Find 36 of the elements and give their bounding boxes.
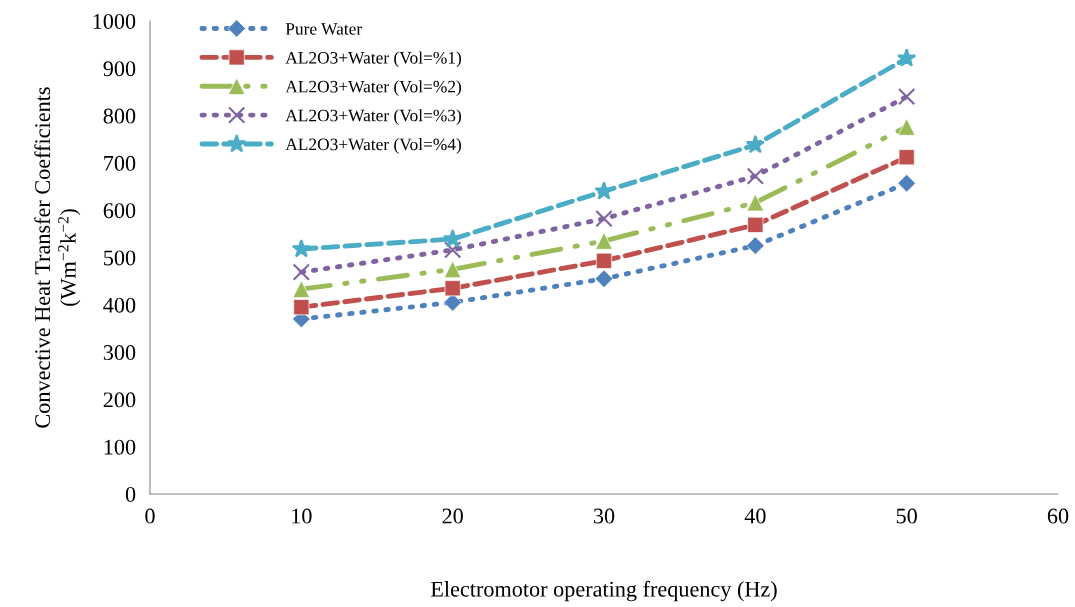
point xyxy=(595,210,613,228)
x-tick-label: 10 xyxy=(292,508,312,524)
legend-label: AL2O3+Water (Vol=%4) xyxy=(285,138,461,154)
y-axis-title: Convective Heat Transfer Coefficients (Wm$^{−2}$k$^{−2}$) xyxy=(34,87,81,428)
x-tick-label: 50 xyxy=(896,508,917,524)
x-tick-label: 60 xyxy=(1047,508,1069,524)
y-tick-label: 600 xyxy=(103,203,136,219)
y-tick-label: 100 xyxy=(104,439,136,455)
point xyxy=(897,88,916,106)
point xyxy=(291,238,311,258)
point xyxy=(443,241,462,259)
y-tick-label: 400 xyxy=(103,297,136,313)
x-axis-title: Electromotor operating frequency (Hz) xyxy=(430,580,777,602)
point xyxy=(747,216,764,233)
y-tick-label: 200 xyxy=(103,392,136,408)
legend-label: AL2O3+Water (Vol=%1) xyxy=(285,51,461,68)
x-tick-label: 30 xyxy=(593,508,615,524)
y-tick-label: 300 xyxy=(103,345,136,361)
y-tick-label: 800 xyxy=(103,108,136,124)
y-tick-label: 0 xyxy=(125,486,136,502)
point xyxy=(897,48,917,67)
point xyxy=(596,252,612,269)
legend-label: Pure Water xyxy=(285,23,362,35)
legend-label: AL2O3+Water (Vol=%2) xyxy=(285,80,461,97)
point xyxy=(745,134,765,154)
point xyxy=(746,167,765,185)
legend-label: AL2O3+Water (Vol=%3) xyxy=(285,109,461,125)
y-tick-label: 500 xyxy=(104,250,136,266)
x-tick-label: 20 xyxy=(442,508,463,524)
y-tick-label: 1000 xyxy=(93,13,136,29)
point xyxy=(594,181,614,200)
y-tick-label: 700 xyxy=(104,155,136,171)
x-tick-label: 0 xyxy=(145,508,155,524)
y-tick-label: 900 xyxy=(103,61,136,77)
point xyxy=(292,263,311,281)
x-tick-label: 40 xyxy=(744,508,766,524)
